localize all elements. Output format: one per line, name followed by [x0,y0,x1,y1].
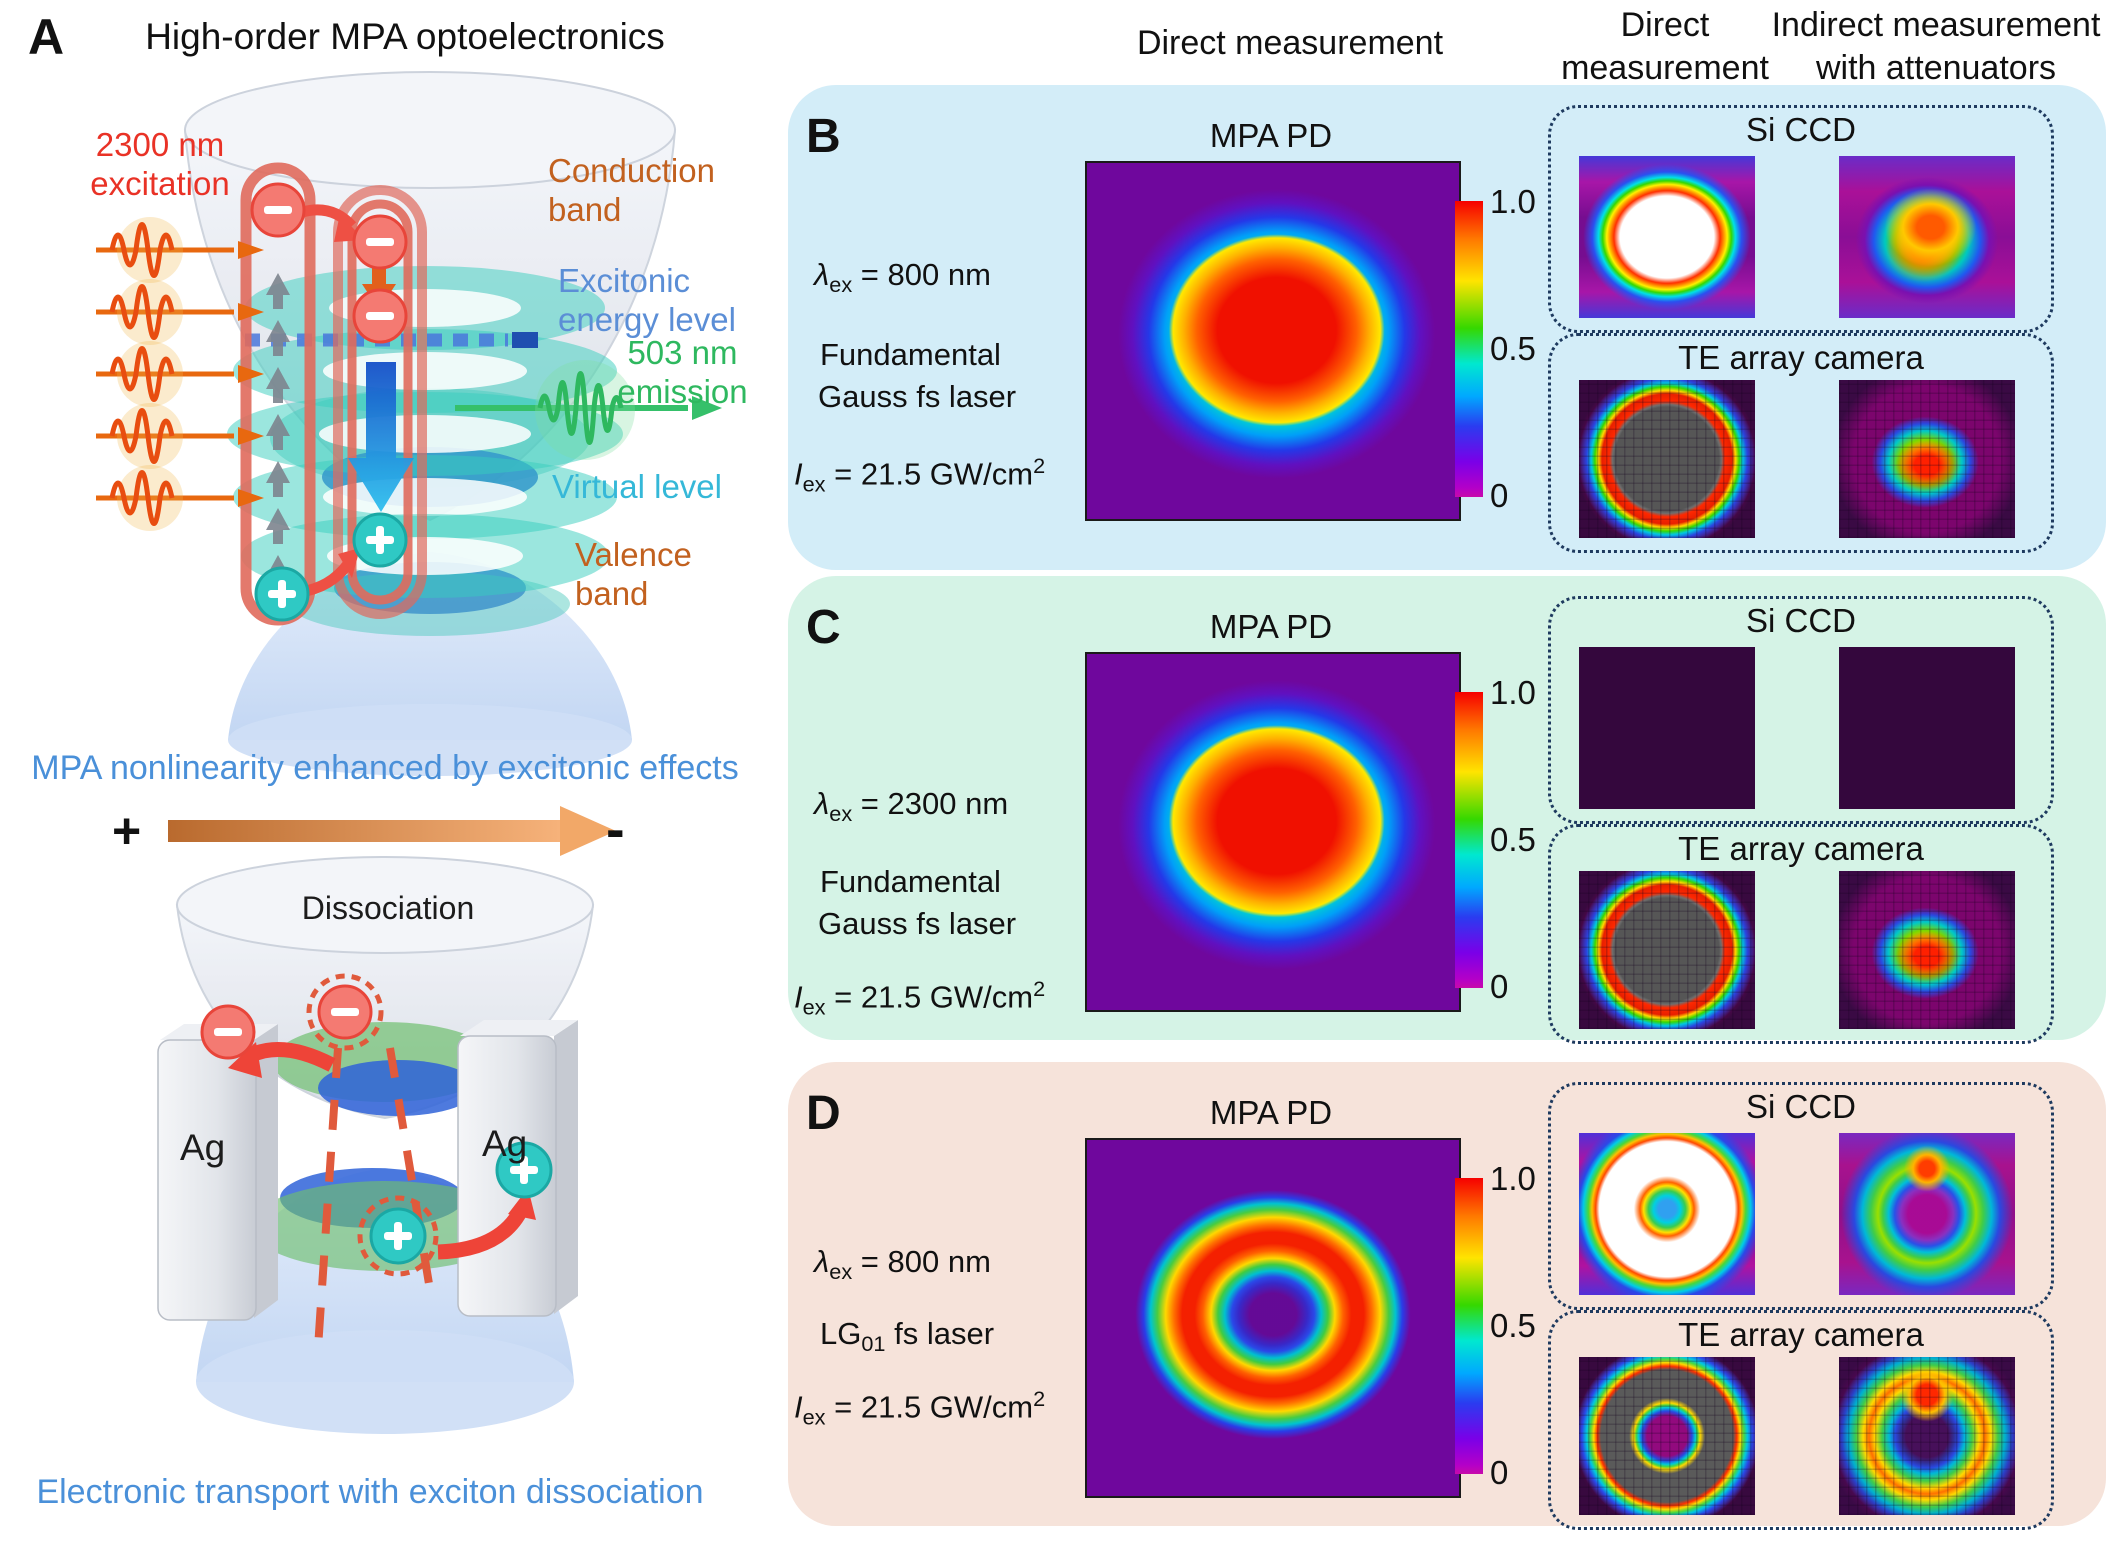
hole-icon [254,512,408,622]
minus-terminal-label: - [606,797,625,860]
te-camera-title: TE array camera [1678,1316,1924,1353]
laser-type-label: Gauss fs laser [818,379,1017,414]
emission-label: 503 nm emission [617,334,748,410]
conduction-band-label: Conduction band [548,152,715,228]
te-camera-direct-image [1579,380,1755,538]
header-indirect-measurement: Indirect measurement with attenuators [1771,6,2101,87]
colorbar-max-tick: 1.0 [1490,183,1536,220]
si-ccd-box: Si CCD [1548,1082,2054,1310]
panel-a: A High-order MPA optoelectronics 2300 nm… [0,0,788,1566]
bias-field-arrow [168,806,616,856]
laser-type-label: LG01 fs laser [820,1316,995,1357]
virtual-level-label: Virtual level [552,468,722,505]
dissociation-label: Dissociation [301,890,475,926]
intensity-label: Iex = 21.5 GW/cm2 [794,453,1046,497]
dissociation-arrows [228,1042,536,1260]
panel-d-label: D [806,1087,841,1140]
si-ccd-direct-image [1579,156,1755,318]
te-camera-direct-image [1579,1357,1755,1515]
si-ccd-title: Si CCD [1745,111,1856,148]
electron-icon [200,973,384,1060]
transport-caption: Electronic transport with exciton dissoc… [36,1473,704,1511]
header-direct-measurement-cameras: Direct measurement [1561,6,1769,87]
laser-type-label: Fundamental [820,864,1001,899]
te-camera-title: TE array camera [1678,339,1924,376]
colorbar [1455,1178,1483,1474]
mpa-pd-heatmap [1085,161,1461,521]
si-ccd-box: Si CCD [1548,596,2054,824]
colorbar [1455,692,1483,988]
panel-c-label: C [806,601,841,654]
colorbar-mid-tick: 0.5 [1490,1307,1536,1344]
si-ccd-direct-image [1579,1133,1755,1295]
plus-terminal-label: + [112,803,142,859]
band-diagram-illustration [0,71,722,1434]
intensity-label: Iex = 21.5 GW/cm2 [794,1386,1046,1430]
heatmap-title: MPA PD [1209,1094,1333,1131]
colorbar-mid-tick: 0.5 [1490,330,1536,367]
colorbar-min-tick: 0 [1490,1454,1509,1491]
wavelength-label: λex = 800 nm [814,257,991,298]
relaxation-arrow-orange [362,262,396,310]
si-ccd-attenuated-image [1839,647,2015,809]
te-camera-box: TE array camera [1548,1310,2054,1530]
intensity-label: Iex = 21.5 GW/cm2 [794,976,1046,1020]
mpa-caption: MPA nonlinearity enhanced by excitonic e… [31,749,739,787]
emission-transition-arrow [348,362,414,512]
electron-icon [250,182,408,344]
panel-c: C λex = 2300 nm Fundamental Gauss fs las… [788,576,2106,1044]
exciton-binding-lines [314,1047,436,1349]
si-ccd-title: Si CCD [1745,602,1856,639]
colorbar-mid-tick: 0.5 [1490,821,1536,858]
si-ccd-direct-image [1579,647,1755,809]
electrode-left-label: Ag [180,1127,226,1168]
laser-type-label: Fundamental [820,337,1001,372]
wavelength-label: λex = 800 nm [814,1244,991,1285]
te-camera-box: TE array camera [1548,333,2054,553]
excitation-pulse-icon [96,217,264,531]
valence-band-label: Valence band [575,536,692,612]
panel-a-title: High-order MPA optoelectronics [145,16,665,57]
panel-b-label: B [806,110,841,163]
te-camera-attenuated-image [1839,380,2015,538]
electrode-right-label: Ag [482,1123,528,1164]
colorbar [1455,201,1483,497]
colorbar-min-tick: 0 [1490,477,1509,514]
excitation-label: 2300 nm excitation [90,126,230,202]
header-direct-measurement: Direct measurement [1136,24,1444,62]
excitonic-level-label: Excitonic energy level [558,262,736,338]
colorbar-max-tick: 1.0 [1490,674,1536,711]
heatmap-title: MPA PD [1209,608,1333,645]
panel-d: D λex = 800 nm LG01 fs laser Iex = 21.5 … [788,1062,2106,1530]
te-camera-attenuated-image [1839,871,2015,1029]
si-ccd-attenuated-image [1839,156,2015,318]
panel-a-label: A [28,9,65,65]
te-camera-attenuated-image [1839,1357,2015,1515]
te-camera-title: TE array camera [1678,830,1924,867]
hole-icon [357,1141,553,1277]
colorbar-min-tick: 0 [1490,968,1509,1005]
te-camera-direct-image [1579,871,1755,1029]
mpa-pd-heatmap [1085,652,1461,1012]
si-ccd-attenuated-image [1839,1133,2015,1295]
emission-pulse-icon [455,360,722,460]
wavelength-label: λex = 2300 nm [814,786,1009,827]
colorbar-max-tick: 1.0 [1490,1160,1536,1197]
heatmap-title: MPA PD [1209,117,1333,154]
te-camera-box: TE array camera [1548,824,2054,1044]
panel-b: B λex = 800 nm Fundamental Gauss fs lase… [788,85,2106,570]
si-ccd-title: Si CCD [1745,1088,1856,1125]
si-ccd-box: Si CCD [1548,105,2054,333]
laser-type-label: Gauss fs laser [818,906,1017,941]
mpa-pd-heatmap [1085,1138,1461,1498]
